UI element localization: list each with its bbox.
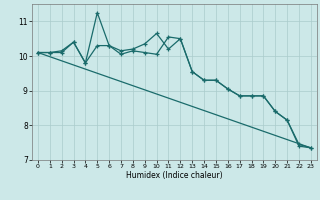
X-axis label: Humidex (Indice chaleur): Humidex (Indice chaleur) (126, 171, 223, 180)
